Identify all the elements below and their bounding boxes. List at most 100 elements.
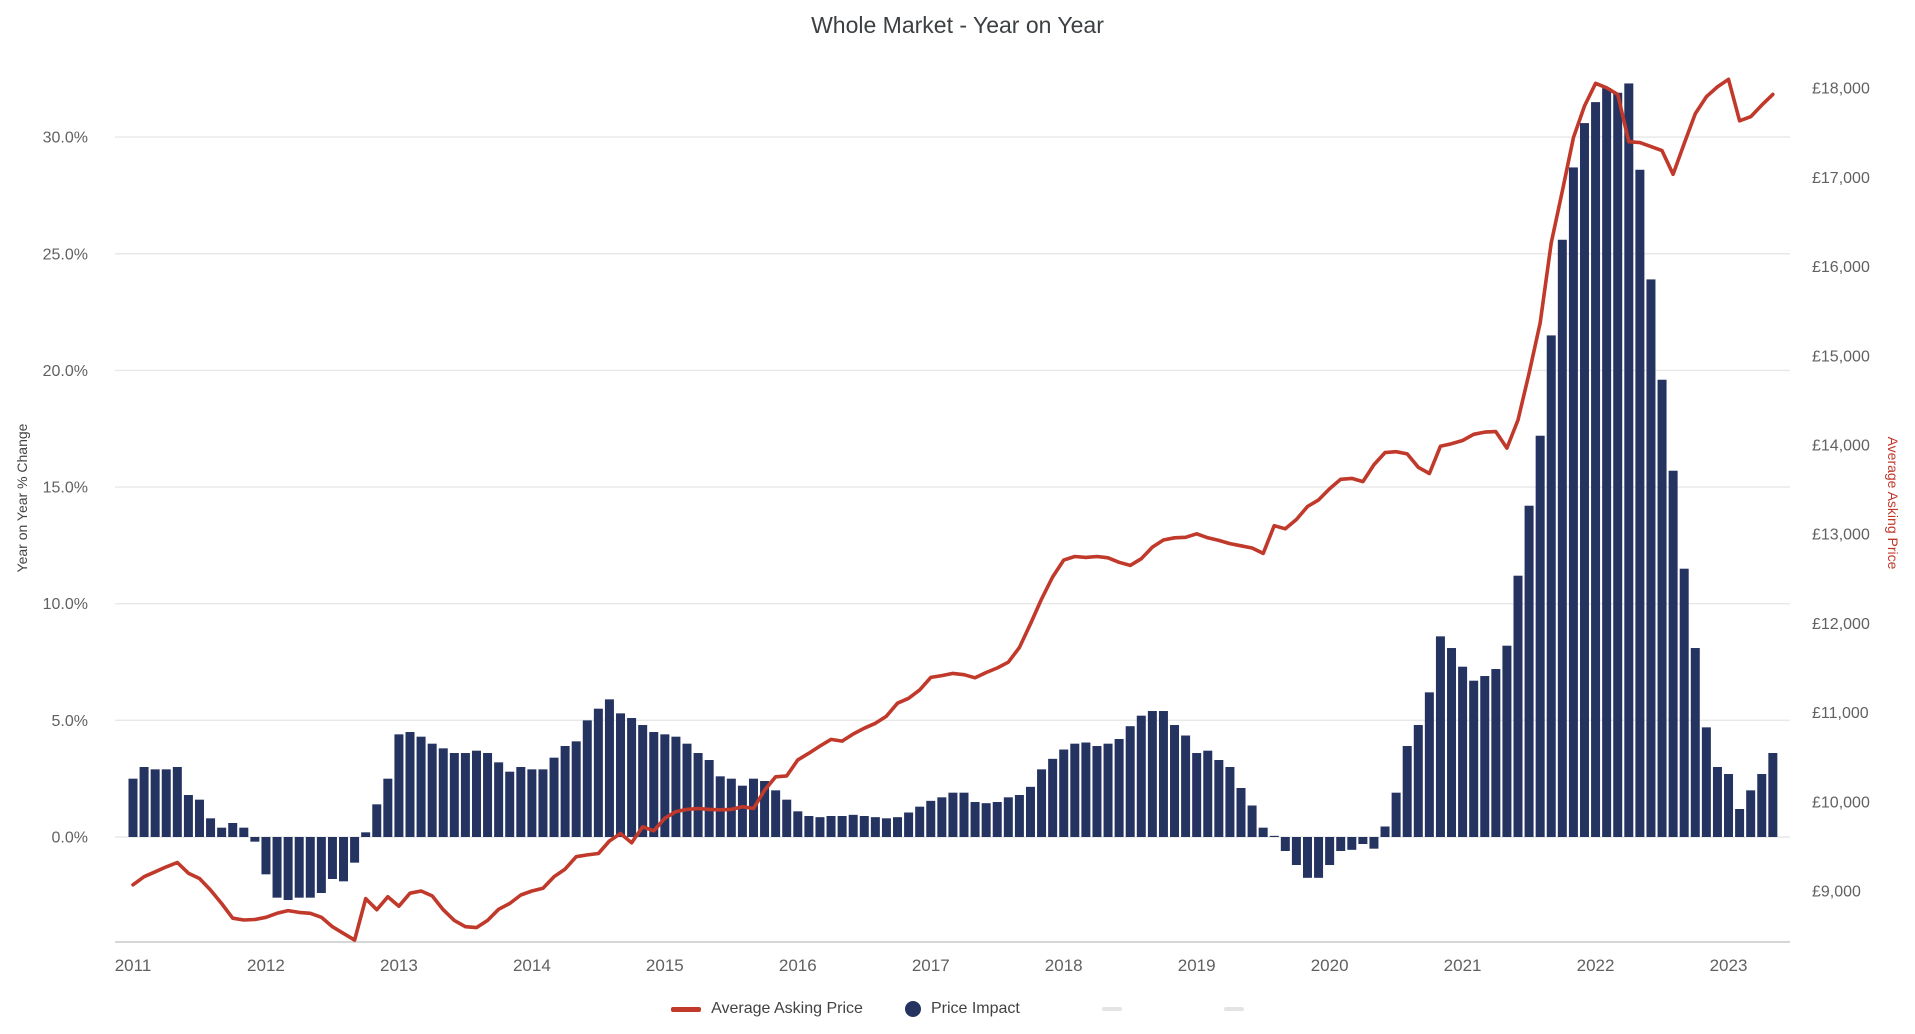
price-impact-bar[interactable] [1114,739,1124,837]
price-impact-bar[interactable] [1302,837,1312,878]
price-impact-bar[interactable] [527,769,537,837]
price-impact-bar[interactable] [904,812,914,837]
legend-item-price-impact[interactable]: Price Impact [904,1000,1020,1018]
price-impact-bar[interactable] [970,802,980,837]
price-impact-bar[interactable] [1369,837,1379,849]
price-impact-bar[interactable] [826,816,836,837]
price-impact-bar[interactable] [627,718,637,837]
price-impact-bar[interactable] [1402,746,1412,837]
price-impact-bar[interactable] [804,816,814,837]
price-impact-bar[interactable] [649,732,659,837]
price-impact-bar[interactable] [582,720,592,837]
price-impact-bar[interactable] [760,781,770,837]
price-impact-bar[interactable] [361,832,371,837]
price-impact-bar[interactable] [1502,645,1512,837]
price-impact-bar[interactable] [494,762,504,837]
price-impact-bar[interactable] [1657,379,1667,837]
price-impact-bar[interactable] [1291,837,1301,865]
price-impact-bar[interactable] [1546,335,1556,837]
price-impact-bar[interactable] [959,792,969,837]
price-impact-bar[interactable] [1247,805,1257,837]
price-impact-bar[interactable] [1557,239,1567,837]
price-impact-bar[interactable] [1646,279,1656,838]
price-impact-bar[interactable] [1070,743,1080,837]
hidden-legend-item-mark[interactable] [1223,1007,1244,1011]
price-impact-bar[interactable] [483,753,493,837]
price-impact-bar[interactable] [1735,809,1745,837]
price-impact-bar[interactable] [206,818,216,837]
price-impact-bar[interactable] [1037,769,1047,837]
price-impact-bar[interactable] [172,767,182,837]
price-impact-bar[interactable] [538,769,548,837]
price-impact-bar[interactable] [217,827,227,837]
price-impact-bar[interactable] [1048,758,1058,837]
price-impact-bar[interactable] [1136,715,1146,837]
price-impact-bar[interactable] [350,837,360,863]
price-impact-bar[interactable] [1491,669,1501,837]
price-impact-bar[interactable] [1158,711,1168,837]
price-impact-bar[interactable] [937,797,947,837]
price-impact-bar[interactable] [693,753,703,837]
price-impact-bar[interactable] [848,814,858,837]
price-impact-bar[interactable] [1203,750,1213,837]
price-impact-bar[interactable] [870,817,880,837]
price-impact-bar[interactable] [339,837,349,882]
price-impact-bar[interactable] [471,750,481,837]
price-impact-bar[interactable] [616,713,626,837]
price-impact-bar[interactable] [948,792,958,837]
price-impact-bar[interactable] [1513,575,1523,837]
price-impact-bar[interactable] [1380,826,1390,837]
price-impact-bar[interactable] [571,741,581,837]
price-impact-bar[interactable] [1170,725,1180,837]
price-impact-bar[interactable] [183,795,193,837]
price-impact-bar[interactable] [194,799,204,837]
price-impact-bar[interactable] [1003,797,1013,837]
price-impact-bar[interactable] [881,818,891,837]
price-impact-bar[interactable] [460,753,470,837]
price-impact-bar[interactable] [1524,505,1534,837]
price-impact-bar[interactable] [1214,760,1224,837]
price-impact-bar[interactable] [128,778,138,837]
price-impact-bar[interactable] [1336,837,1346,851]
price-impact-bar[interactable] [1635,169,1645,838]
price-impact-bar[interactable] [427,743,437,837]
price-impact-bar[interactable] [771,790,781,837]
price-impact-bar[interactable] [1325,837,1335,865]
price-impact-bar[interactable] [1181,735,1191,837]
price-impact-bar[interactable] [1458,666,1468,837]
price-impact-bar[interactable] [316,837,326,893]
price-impact-bar[interactable] [1025,786,1035,837]
price-impact-bar[interactable] [449,753,459,837]
price-impact-bar[interactable] [1391,792,1401,837]
price-impact-bar[interactable] [1424,692,1434,837]
price-impact-bar[interactable] [1469,680,1479,837]
price-impact-bar[interactable] [261,837,271,875]
price-impact-bar[interactable] [1668,470,1678,837]
price-impact-bar[interactable] [1413,725,1423,837]
price-impact-bar[interactable] [815,817,825,837]
price-impact-bar[interactable] [272,837,282,898]
price-impact-bar[interactable] [560,746,570,837]
price-impact-bar[interactable] [704,760,714,837]
price-impact-bar[interactable] [1535,435,1545,837]
price-impact-bar[interactable] [1236,788,1246,837]
price-impact-bar[interactable] [150,769,160,837]
price-impact-bar[interactable] [1579,123,1589,838]
price-impact-bar[interactable] [1591,102,1601,838]
price-impact-bar[interactable] [1679,568,1689,837]
price-impact-bar[interactable] [438,748,448,837]
price-impact-bar[interactable] [1613,92,1623,837]
price-impact-bar[interactable] [604,699,614,837]
price-impact-bar[interactable] [1269,835,1279,837]
price-impact-bar[interactable] [1746,790,1756,837]
price-impact-bar[interactable] [992,802,1002,837]
price-impact-bar[interactable] [926,800,936,837]
price-impact-bar[interactable] [1358,837,1368,844]
price-impact-bar[interactable] [1314,837,1324,878]
price-impact-bar[interactable] [1258,827,1268,837]
hidden-legend-item-mark[interactable] [1101,1007,1122,1011]
price-impact-bar[interactable] [1447,648,1457,837]
price-impact-bar[interactable] [859,816,869,837]
price-impact-bar[interactable] [372,804,382,837]
price-impact-bar[interactable] [1103,743,1113,837]
